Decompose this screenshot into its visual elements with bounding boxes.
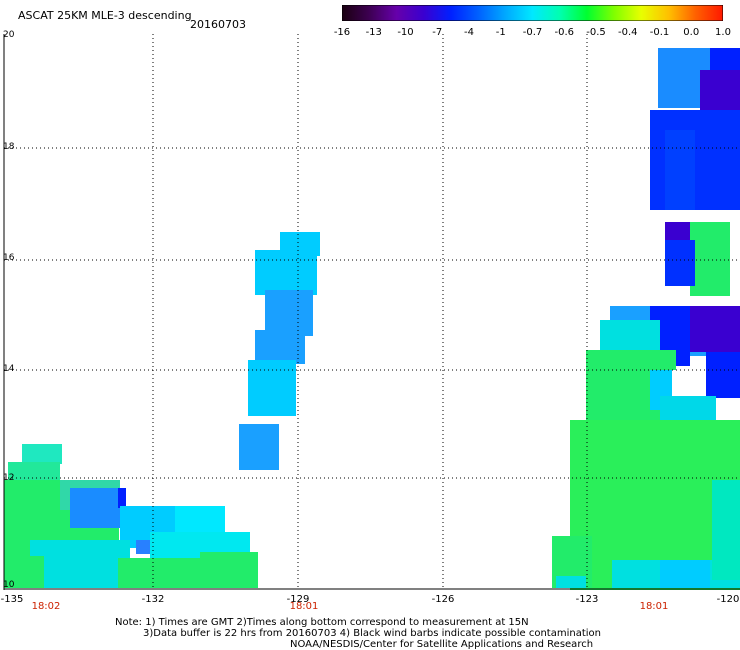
map-date: 20160703 xyxy=(190,18,246,31)
color-scale-label: -0.5 xyxy=(586,27,606,38)
time-label: 18:02 xyxy=(31,601,61,612)
grid xyxy=(4,34,740,588)
color-scale-label: 1.0 xyxy=(715,27,731,38)
color-scale-label: -0.1 xyxy=(649,27,670,38)
swath-left xyxy=(4,444,258,588)
note-line-3: NOAA/NESDIS/Center for Satellite Applica… xyxy=(290,639,594,650)
swath-middle xyxy=(239,232,320,470)
color-scale-label: -1 xyxy=(495,27,506,38)
color-scale-label: -13 xyxy=(365,27,382,38)
color-scale-label: -10 xyxy=(397,27,414,38)
color-scale-label: -16 xyxy=(333,27,351,38)
lon-tick: -129 xyxy=(286,594,310,605)
map-title: ASCAT 25KM MLE-3 descending xyxy=(18,9,192,22)
lat-tick: 16 xyxy=(3,253,15,263)
lat-tick: 14 xyxy=(3,364,15,374)
color-scale-label: -0.6 xyxy=(554,27,575,38)
color-scale-label: -4 xyxy=(464,27,474,38)
note-line-2: 3)Data buffer is 22 hrs from 20160703 4)… xyxy=(143,628,601,639)
lon-tick: -123 xyxy=(575,594,599,605)
time-label: 18:01 xyxy=(289,601,319,612)
lon-tick: -135 xyxy=(0,594,24,605)
color-scale-label: -0.4 xyxy=(617,27,638,38)
color-scale-label: -0.7 xyxy=(522,27,543,38)
lon-tick: -120 xyxy=(716,594,740,605)
lat-tick: 12 xyxy=(3,473,15,483)
lat-tick: 20 xyxy=(3,30,15,40)
color-scale-bar xyxy=(342,5,723,21)
lon-tick: -126 xyxy=(431,594,455,605)
time-label: 18:01 xyxy=(639,601,669,612)
swath-right xyxy=(552,48,740,590)
lat-tick: 10 xyxy=(3,580,15,590)
plot-border xyxy=(3,34,740,590)
color-scale-label: 0.0 xyxy=(683,27,700,38)
color-scale-label: -7 xyxy=(432,27,443,38)
lon-tick: -132 xyxy=(141,594,165,605)
lat-tick: 18 xyxy=(3,142,15,152)
note-line-1: Note: 1) Times are GMT 2)Times along bot… xyxy=(115,617,529,628)
color-scale-gradient xyxy=(342,5,723,21)
